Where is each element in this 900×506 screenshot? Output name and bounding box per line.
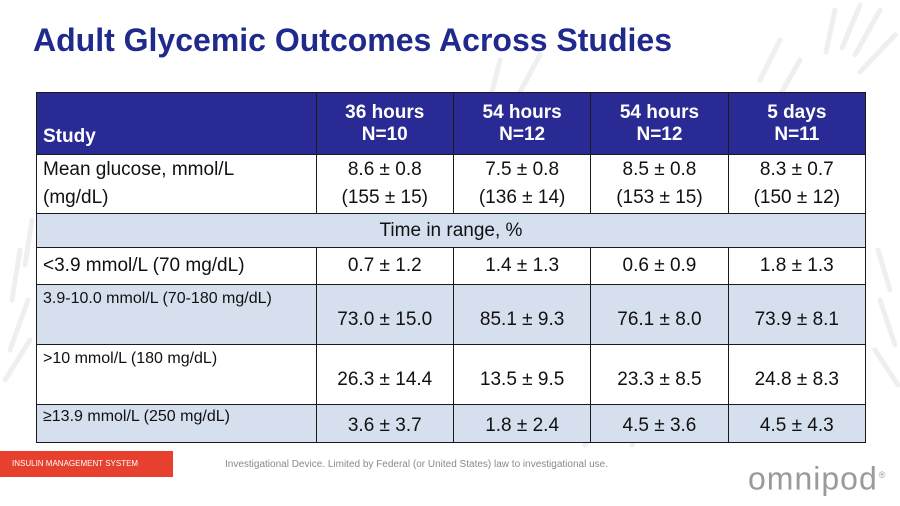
table-cell: 76.1 ± 8.0 — [590, 284, 729, 345]
column-header: 54 hours N=12 — [452, 92, 592, 155]
table-cell: 1.8 ± 1.3 — [727, 247, 867, 285]
table-cell: 1.8 ± 2.4 — [452, 404, 592, 443]
table-row: ≥13.9 mmol/L (250 mg/dL) 3.6 ± 3.7 1.8 ±… — [36, 404, 867, 443]
cell-mgdl: (155 ± 15) — [341, 187, 428, 208]
column-header: 36 hours N=10 — [315, 92, 454, 155]
table-cell: 73.0 ± 15.0 — [315, 284, 454, 345]
product-tag: INSULIN MANAGEMENT SYSTEM — [0, 451, 173, 477]
table-cell: 23.3 ± 8.5 — [590, 344, 729, 405]
table-cell: 7.5 ± 0.8 (136 ± 14) — [452, 154, 592, 214]
cell-mmol: 8.3 ± 0.7 — [759, 159, 834, 180]
cell-mgdl: (136 ± 14) — [478, 187, 566, 208]
table-cell: 1.4 ± 1.3 — [452, 247, 592, 285]
table-cell: 0.7 ± 1.2 — [315, 247, 454, 285]
table-cell: 8.5 ± 0.8 (153 ± 15) — [590, 154, 729, 214]
row-label: >10 mmol/L (180 mg/dL) — [36, 344, 317, 405]
row-label: 3.9-10.0 mmol/L (70-180 mg/dL) — [36, 284, 317, 345]
table-row: <3.9 mmol/L (70 mg/dL) 0.7 ± 1.2 1.4 ± 1… — [36, 247, 867, 285]
cell-mmol: 7.5 ± 0.8 — [485, 159, 560, 180]
cell-mgdl: (153 ± 15) — [616, 187, 703, 208]
omnipod-logo: omnipod® — [748, 455, 886, 499]
section-label: Time in range, % — [36, 213, 866, 248]
row-label-line2: (mg/dL) — [43, 187, 109, 208]
table-header-row: Study 36 hours N=10 54 hours N=12 54 hours… — [36, 92, 867, 155]
table-cell: 8.3 ± 0.7 (150 ± 12) — [727, 154, 867, 214]
table-cell: 26.3 ± 14.4 — [315, 344, 454, 405]
study-column-header: Study — [36, 92, 317, 155]
registered-mark: ® — [878, 470, 887, 480]
slide-title: Adult Glycemic Outcomes Across Studies — [33, 22, 672, 58]
table-section-row: Time in range, % — [36, 213, 866, 248]
table-cell: 0.6 ± 0.9 — [590, 247, 729, 285]
column-n: N=10 — [361, 123, 408, 145]
table-row: 3.9-10.0 mmol/L (70-180 mg/dL) 73.0 ± 15… — [36, 284, 867, 345]
outcomes-table: Study 36 hours N=10 54 hours N=12 54 hours… — [36, 92, 867, 443]
table-cell: 4.5 ± 3.6 — [590, 404, 729, 443]
table-cell: 8.6 ± 0.8 (155 ± 15) — [315, 154, 454, 214]
table-cell: 24.8 ± 8.3 — [727, 344, 867, 405]
table-row: >10 mmol/L (180 mg/dL) 26.3 ± 14.4 13.5 … — [36, 344, 867, 405]
table-cell: 4.5 ± 4.3 — [727, 404, 867, 443]
column-header: 54 hours N=12 — [590, 92, 729, 155]
column-header: 5 days N=11 — [727, 92, 867, 155]
row-label: Mean glucose, mmol/L (mg/dL) — [36, 154, 317, 214]
column-duration: 36 hours — [345, 101, 425, 123]
column-n: N=12 — [499, 123, 546, 145]
disclaimer-text: Investigational Device. Limited by Feder… — [225, 459, 608, 470]
column-n: N=11 — [774, 123, 820, 145]
column-duration: 5 days — [767, 101, 827, 123]
table-row-mean-glucose: Mean glucose, mmol/L (mg/dL) 8.6 ± 0.8 (15… — [36, 154, 867, 214]
logo-wordmark: omnipod — [748, 460, 878, 497]
cell-mmol: 8.5 ± 0.8 — [622, 159, 697, 180]
row-label: ≥13.9 mmol/L (250 mg/dL) — [36, 404, 317, 443]
cell-mmol: 8.6 ± 0.8 — [347, 159, 422, 180]
cell-mgdl: (150 ± 12) — [753, 187, 841, 208]
row-label-line1: Mean glucose, mmol/L — [43, 159, 235, 180]
table-cell: 3.6 ± 3.7 — [315, 404, 454, 443]
table-cell: 73.9 ± 8.1 — [727, 284, 867, 345]
table-cell: 13.5 ± 9.5 — [452, 344, 592, 405]
column-n: N=12 — [636, 123, 683, 145]
table-cell: 85.1 ± 9.3 — [452, 284, 592, 345]
column-duration: 54 hours — [619, 101, 700, 123]
row-label: <3.9 mmol/L (70 mg/dL) — [36, 247, 317, 285]
column-duration: 54 hours — [482, 101, 562, 123]
